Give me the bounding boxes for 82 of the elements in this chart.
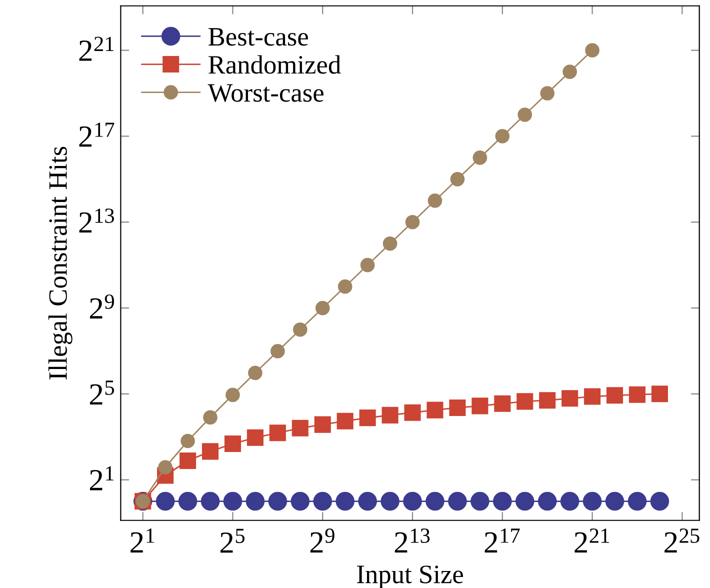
legend-label: Best-case <box>208 28 308 46</box>
point <box>268 492 288 511</box>
point <box>156 492 175 511</box>
x-tick-label: 2$^{5}$ <box>220 528 245 553</box>
point <box>315 300 330 316</box>
point <box>472 150 488 165</box>
x-tick-label: 2$^{17}$ <box>484 528 520 552</box>
point <box>269 424 286 442</box>
point <box>426 402 444 418</box>
point <box>628 492 647 511</box>
y-tick-label: 2$^{13}$ <box>79 208 114 233</box>
point <box>293 322 308 337</box>
point <box>358 492 377 511</box>
point <box>605 492 624 511</box>
point <box>336 492 354 511</box>
point <box>515 492 534 511</box>
point <box>651 386 668 402</box>
x-tick-label: 2$^{25}$ <box>664 528 700 553</box>
point <box>538 492 557 511</box>
legend-label: Worst-case <box>208 84 324 102</box>
point <box>493 492 512 511</box>
y-tick-label: 2$^{17}$ <box>79 122 114 147</box>
point <box>584 388 601 405</box>
point <box>178 492 198 511</box>
point <box>518 108 532 122</box>
point <box>248 366 262 380</box>
y-axis-title: Illegal Constraint Hits <box>48 146 72 380</box>
point <box>382 406 398 424</box>
point <box>224 436 241 452</box>
point <box>359 410 376 426</box>
point <box>360 258 375 272</box>
point <box>495 129 510 144</box>
point <box>449 399 466 416</box>
point <box>292 420 308 436</box>
point <box>203 410 218 425</box>
point <box>582 492 602 511</box>
point <box>470 492 490 511</box>
point <box>270 344 285 358</box>
point <box>426 492 444 511</box>
x-tick-label: 2$^{1}$ <box>130 528 154 552</box>
point <box>540 86 554 100</box>
point <box>628 386 646 403</box>
y-tick-label: 2$^{21}$ <box>79 36 114 61</box>
point <box>202 443 219 460</box>
point <box>246 429 264 446</box>
point <box>650 492 670 511</box>
point <box>338 279 352 294</box>
point <box>223 492 242 511</box>
point <box>560 492 580 511</box>
point <box>382 236 398 251</box>
point <box>448 492 467 511</box>
point <box>428 193 442 208</box>
point <box>226 388 240 402</box>
y-tick-label: 2$^{9}$ <box>90 294 114 318</box>
x-tick-label: 2$^{13}$ <box>394 528 430 553</box>
point <box>494 395 511 412</box>
point <box>585 43 600 58</box>
point <box>472 398 488 414</box>
point <box>200 492 220 511</box>
point <box>290 492 310 511</box>
legend-label: Randomized <box>208 55 341 74</box>
y-tick-label: 2$^{1}$ <box>90 466 114 490</box>
point <box>405 214 420 230</box>
point <box>158 460 172 474</box>
point <box>562 64 577 79</box>
y-tick-label: 2$^{5}$ <box>90 380 114 405</box>
point <box>180 452 196 470</box>
point <box>380 492 400 511</box>
x-tick-label: 2$^{21}$ <box>574 528 609 553</box>
point <box>246 492 265 511</box>
point <box>516 393 534 410</box>
point <box>606 387 624 404</box>
point <box>313 492 332 511</box>
point <box>539 392 556 409</box>
point <box>450 172 465 186</box>
point <box>562 390 578 407</box>
point <box>404 404 421 421</box>
point <box>336 412 354 430</box>
x-tick-label: 2$^{9}$ <box>310 528 334 553</box>
point <box>180 434 195 448</box>
point <box>314 416 331 433</box>
point <box>403 492 422 511</box>
